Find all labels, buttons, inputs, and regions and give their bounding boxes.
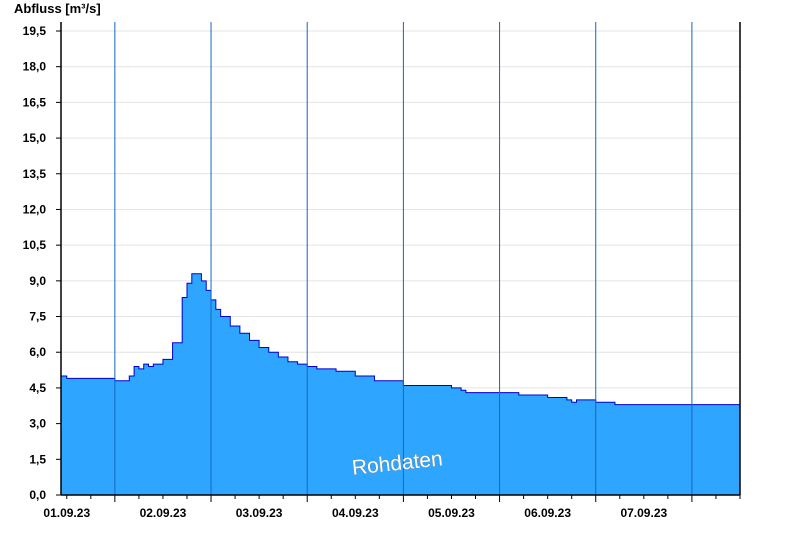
y-tick-label: 0,0 xyxy=(29,488,46,502)
y-tick-label: 7,5 xyxy=(29,310,46,324)
y-tick-label: 6,0 xyxy=(29,345,46,359)
x-tick-label: 03.09.23 xyxy=(236,506,283,520)
x-tick-label: 02.09.23 xyxy=(140,506,187,520)
y-axis-unit-label: Abfluss [m³/s] xyxy=(14,1,101,16)
x-tick-label: 01.09.23 xyxy=(43,506,90,520)
y-tick-label: 16,5 xyxy=(23,95,47,109)
x-tick-label: 06.09.23 xyxy=(524,506,571,520)
y-tick-label: 18,0 xyxy=(23,60,47,74)
y-tick-label: 4,5 xyxy=(29,381,46,395)
y-tick-label: 19,5 xyxy=(23,24,47,38)
x-tick-label: 05.09.23 xyxy=(428,506,475,520)
discharge-area xyxy=(61,273,740,495)
x-tick-label: 04.09.23 xyxy=(332,506,379,520)
y-tick-label: 13,5 xyxy=(23,167,47,181)
y-tick-label: 15,0 xyxy=(23,131,47,145)
y-tick-label: 10,5 xyxy=(23,238,47,252)
x-tick-label: 07.09.23 xyxy=(620,506,667,520)
y-tick-label: 3,0 xyxy=(29,417,46,431)
discharge-line xyxy=(61,273,740,406)
y-tick-label: 1,5 xyxy=(29,452,46,466)
y-tick-label: 12,0 xyxy=(23,202,47,216)
y-tick-label: 9,0 xyxy=(29,274,46,288)
